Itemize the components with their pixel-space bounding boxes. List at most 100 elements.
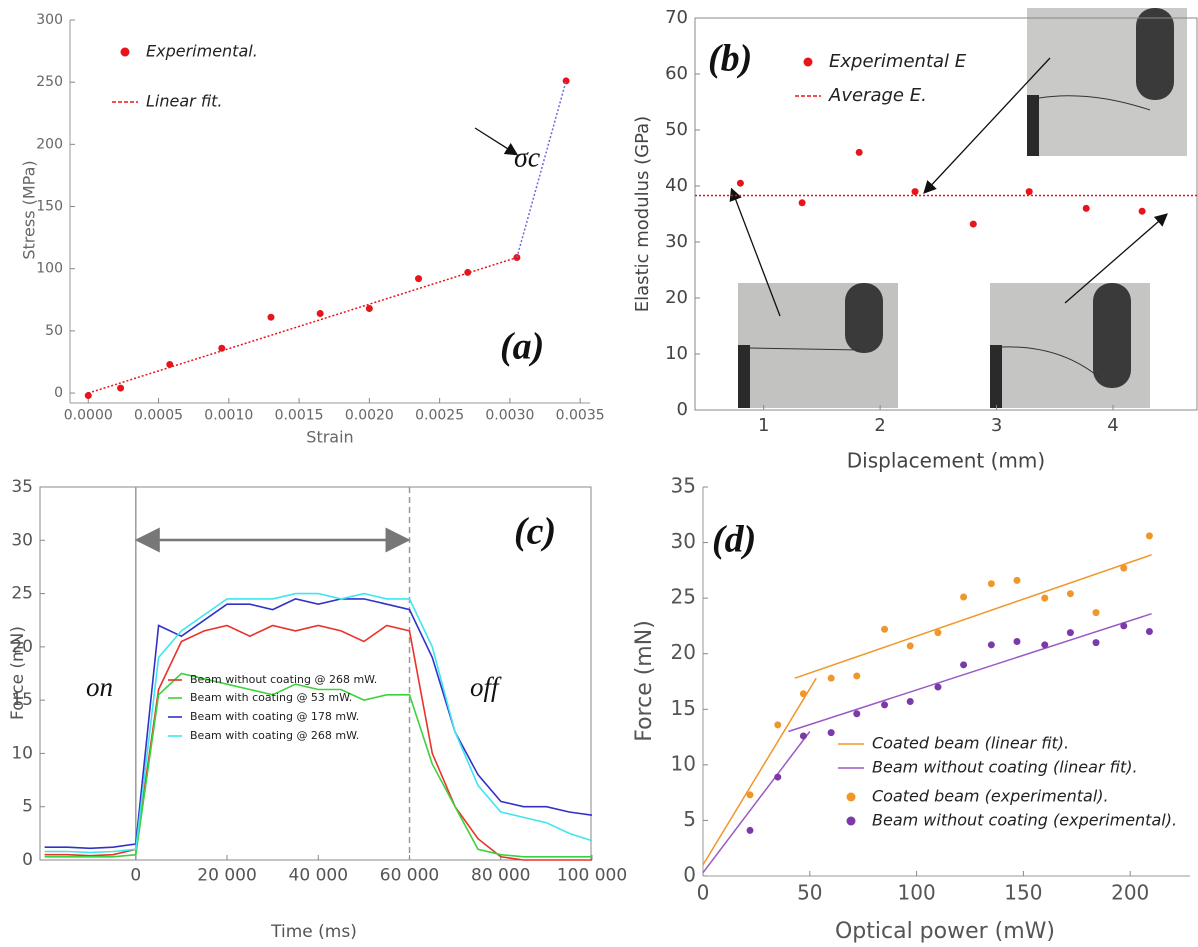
x-tick-label: 3: [991, 415, 1002, 436]
y-tick-label: 250: [36, 74, 63, 90]
data-point: [799, 732, 807, 740]
data-point: [881, 701, 889, 709]
y-tick-label: 0: [22, 850, 33, 870]
data-point: [513, 254, 521, 262]
y-tick-label: 5: [22, 797, 33, 817]
data-point: [1041, 641, 1049, 649]
y-tick-label: 35: [11, 477, 33, 497]
y-tick-label: 70: [665, 7, 688, 28]
x-tick-label: 0.0015: [275, 408, 324, 424]
y-tick-label: 20: [665, 287, 688, 308]
series-line: [44, 592, 593, 854]
data-point: [960, 661, 968, 669]
data-point: [1138, 207, 1146, 215]
series-line: [702, 677, 817, 866]
data-point: [906, 698, 914, 706]
series-line: [794, 554, 1152, 679]
series-line: [44, 598, 593, 850]
x-tick-label: 0.0020: [345, 408, 394, 424]
series-line: [702, 731, 811, 874]
legend-label: Coated beam (linear fit).: [872, 734, 1069, 753]
x-axis-label: Time (ms): [270, 922, 357, 942]
y-tick-label: 30: [671, 529, 696, 553]
x-tick-label: 60 000: [380, 865, 439, 885]
data-point: [881, 625, 889, 633]
x-tick-label: 40 000: [289, 865, 348, 885]
legend-marker: [803, 57, 813, 67]
data-point: [316, 309, 324, 317]
legend-label: Beam with coating @ 178 mW.: [190, 710, 359, 723]
data-point: [1092, 639, 1100, 647]
legend-label: Beam without coating (linear fit).: [872, 758, 1138, 777]
data-point: [774, 721, 782, 729]
y-tick-label: 10: [665, 343, 688, 364]
annotation: (c): [514, 511, 556, 553]
x-tick-label: 50: [797, 881, 822, 905]
data-point: [1120, 622, 1128, 630]
y-tick-label: 150: [36, 199, 63, 215]
plot-frame: [39, 486, 592, 861]
y-tick-label: 30: [11, 530, 33, 550]
data-point: [166, 360, 174, 368]
data-point: [1092, 609, 1100, 617]
data-point: [562, 77, 570, 85]
y-tick-label: 50: [45, 323, 63, 339]
y-tick-label: 15: [671, 696, 696, 720]
data-point: [1120, 564, 1128, 572]
x-tick-label: 4: [1107, 415, 1118, 436]
data-point: [934, 683, 942, 691]
legend-marker: [846, 816, 856, 826]
legend-label: Linear fit.: [146, 92, 223, 111]
data-point: [906, 642, 914, 650]
legend-label: Experimental.: [146, 42, 258, 61]
data-point: [736, 179, 744, 187]
series-line: [516, 80, 567, 258]
legend-label: Coated beam (experimental).: [872, 787, 1109, 806]
data-point: [1082, 204, 1090, 212]
data-point: [1066, 629, 1074, 637]
x-axis-label: Optical power (mW): [835, 919, 1055, 944]
x-tick-label: 1: [758, 415, 769, 436]
data-point: [987, 580, 995, 588]
y-tick-label: 100: [36, 261, 63, 277]
x-tick-label: 150: [1004, 881, 1042, 905]
y-tick-label: 60: [665, 63, 688, 84]
data-point: [415, 275, 423, 283]
annotation: (a): [500, 326, 544, 368]
data-point: [774, 773, 782, 781]
y-tick-label: 20: [11, 637, 33, 657]
x-tick-label: 200: [1111, 881, 1149, 905]
data-point: [853, 710, 861, 718]
y-tick-label: 10: [11, 743, 33, 763]
data-point: [960, 593, 968, 601]
data-point: [853, 672, 861, 680]
series-line: [788, 612, 1152, 733]
annotation: (b): [708, 38, 752, 80]
x-tick-label: 2: [874, 415, 885, 436]
x-axis-label: Displacement (mm): [847, 449, 1045, 473]
data-point: [798, 199, 806, 207]
photo-inset: [990, 213, 1168, 408]
series-line: [44, 672, 592, 858]
y-tick-label: 35: [671, 474, 696, 498]
annotation: on: [86, 672, 113, 702]
data-point: [827, 674, 835, 682]
data-point: [1145, 627, 1153, 635]
x-tick-label: 0.0025: [415, 408, 464, 424]
x-axis-label: Strain: [306, 428, 353, 447]
x-tick-label: 0.0000: [64, 408, 113, 424]
data-point: [84, 392, 92, 400]
legend-label: Beam with coating @ 53 mW.: [190, 691, 352, 704]
y-axis-label: Force (mN): [632, 620, 657, 742]
data-point: [464, 268, 472, 276]
x-tick-label: 0: [697, 881, 710, 905]
y-tick-label: 0: [677, 399, 688, 420]
y-tick-label: 0: [683, 863, 696, 887]
data-point: [267, 313, 275, 321]
data-point: [117, 384, 125, 392]
data-point: [1025, 188, 1033, 196]
x-tick-label: 100 000: [557, 865, 627, 885]
data-point: [855, 148, 863, 156]
data-point: [827, 729, 835, 737]
